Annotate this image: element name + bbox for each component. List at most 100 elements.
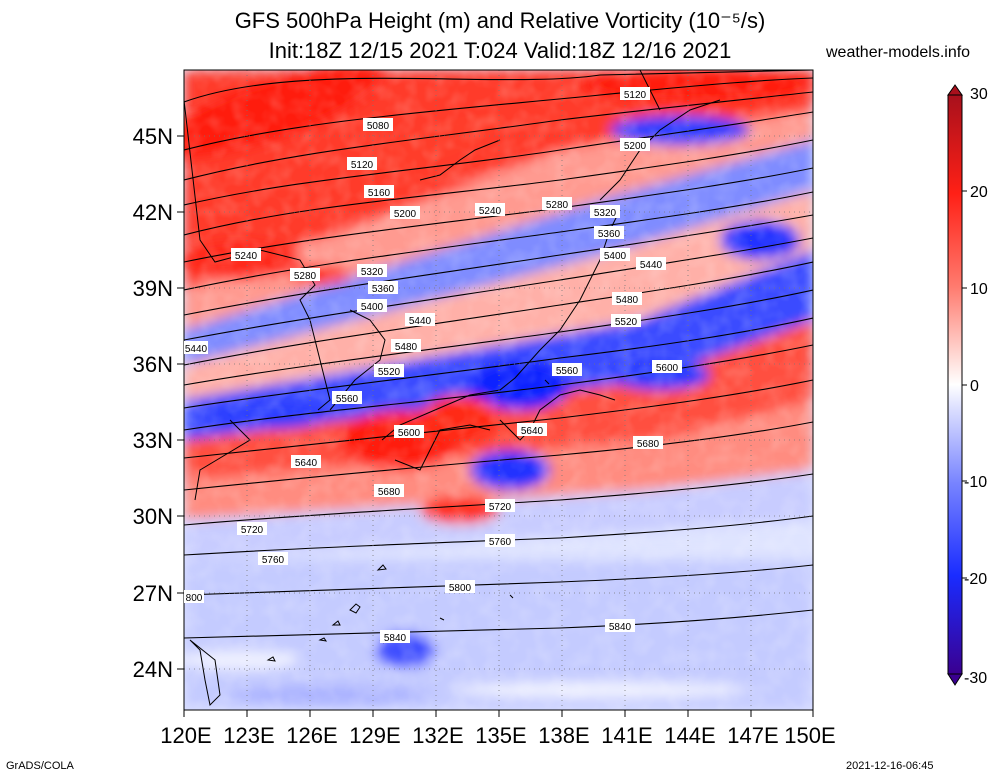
contour-label-text: 5680: [637, 439, 660, 450]
contour-label-text: 5840: [384, 633, 407, 644]
contour-label: 5160: [364, 185, 394, 199]
contour-label-text: 5080: [367, 121, 390, 132]
contour-label-text: 5640: [295, 458, 318, 469]
colorbar-label: -10: [964, 474, 987, 491]
lat-label: 39N: [133, 276, 173, 301]
contour-label-text: 5680: [378, 487, 401, 498]
contour-label: 5280: [290, 268, 320, 282]
contour-label: 5320: [590, 205, 620, 219]
contour-label: 5840: [605, 619, 635, 633]
colorbar-min-arrow: [947, 673, 963, 686]
chart-title: GFS 500hPa Height (m) and Relative Vorti…: [234, 8, 766, 33]
contour-label: 5360: [368, 281, 398, 295]
contour-label-text: 5640: [521, 426, 544, 437]
contour-label: 5600: [394, 425, 424, 439]
contour-label-text: 5120: [624, 90, 647, 101]
lon-label: 141E: [601, 723, 652, 748]
contour-label: 5640: [291, 455, 321, 469]
lat-label: 30N: [133, 504, 173, 529]
height-contours: [184, 70, 813, 639]
contour-label: 5320: [357, 264, 387, 278]
contour-label-text: 5440: [185, 344, 208, 355]
contour-label: 800: [184, 590, 204, 604]
contour-label: 5600: [652, 360, 682, 374]
contour-label: 5720: [485, 499, 515, 513]
colorbar-label: 0: [970, 378, 979, 395]
chart-subtitle: Init:18Z 12/15 2021 T:024 Valid:18Z 12/1…: [268, 38, 732, 63]
contour-label-text: 5560: [336, 394, 359, 405]
lon-label: 126E: [286, 723, 337, 748]
contour-label: 5800: [445, 580, 475, 594]
contour-label-text: 5360: [598, 229, 621, 240]
colorbar: 30 20 10 0 -10 -20 -30: [947, 84, 988, 687]
contour-label-text: 5480: [395, 342, 418, 353]
colorbar-label: -20: [964, 571, 987, 588]
colorbar-label: 20: [970, 184, 988, 201]
contour-label-text: 5240: [235, 251, 258, 262]
contour-label-text: 5840: [609, 622, 632, 633]
contour-label: 5200: [390, 206, 420, 220]
contour-label-text: 5160: [368, 188, 391, 199]
grid: [184, 70, 813, 710]
contour-label: 5560: [332, 391, 362, 405]
contour-label: 5120: [620, 87, 650, 101]
site-credit: weather-models.info: [826, 44, 971, 61]
contour-label-text: 5400: [604, 251, 627, 262]
contour-label-text: 5360: [372, 284, 395, 295]
contour-label-text: 5720: [489, 502, 512, 513]
contour-label-text: 5440: [640, 260, 663, 271]
axis-ticks: [177, 135, 814, 717]
lon-label: 150E: [784, 723, 835, 748]
lon-label: 135E: [475, 723, 526, 748]
contour-label: 5480: [391, 339, 421, 353]
contour-label: 5560: [552, 363, 582, 377]
contour-label-text: 5440: [409, 316, 432, 327]
contour-label: 5400: [357, 299, 387, 313]
contour-label: 5080: [363, 118, 393, 132]
lon-label: 132E: [412, 723, 463, 748]
colorbar-labels: 30 20 10 0 -10 -20 -30: [964, 86, 988, 687]
contour-label: 5720: [237, 522, 267, 536]
lat-labels: 45N 42N 39N 36N 33N 30N 27N 24N: [133, 124, 173, 682]
contour-label-text: 5280: [546, 200, 569, 211]
contour-label-text: 5600: [398, 428, 421, 439]
colorbar-label: 10: [970, 281, 988, 298]
lon-label: 123E: [223, 723, 274, 748]
contour-label-text: 5720: [241, 525, 264, 536]
contour-label: 5480: [612, 292, 642, 306]
lat-label: 24N: [133, 657, 173, 682]
contour-label-text: 5760: [262, 555, 285, 566]
vorticity-field: [184, 70, 813, 710]
contour-label: 5760: [258, 552, 288, 566]
contour-label-text: 5320: [361, 267, 384, 278]
islands: [266, 379, 550, 662]
contour-label: 5520: [374, 364, 404, 378]
lon-label: 147E: [727, 723, 778, 748]
colorbar-scale: [947, 94, 963, 675]
contour-label-text: 5120: [351, 160, 374, 171]
contour-label-text: 5200: [394, 209, 417, 220]
lon-labels: 120E 123E 126E 129E 132E 135E 138E 141E …: [160, 723, 835, 748]
contour-label: 5120: [347, 157, 377, 171]
contour-label: 5760: [485, 534, 515, 548]
contour-label: 5440: [184, 341, 208, 355]
lat-label: 36N: [133, 352, 173, 377]
contour-labels: 5120 5080 5200 5120 5160 5200 5240 5280 …: [184, 87, 682, 644]
contour-label: 5240: [231, 248, 261, 262]
colorbar-max-arrow: [947, 84, 963, 96]
contour-label-text: 5800: [449, 583, 472, 594]
contour-label-text: 5560: [556, 366, 579, 377]
contour-label: 5680: [374, 484, 404, 498]
contour-label: 5400: [600, 248, 630, 262]
contour-label-text: 5600: [656, 363, 679, 374]
lat-label: 27N: [133, 581, 173, 606]
contour-label-text: 5760: [489, 537, 512, 548]
lat-label: 33N: [133, 428, 173, 453]
lon-label: 120E: [160, 723, 211, 748]
lon-label: 129E: [349, 723, 400, 748]
contour-label: 5280: [542, 197, 572, 211]
lon-label: 138E: [538, 723, 589, 748]
contour-label: 5840: [380, 630, 410, 644]
contour-label: 5680: [633, 436, 663, 450]
